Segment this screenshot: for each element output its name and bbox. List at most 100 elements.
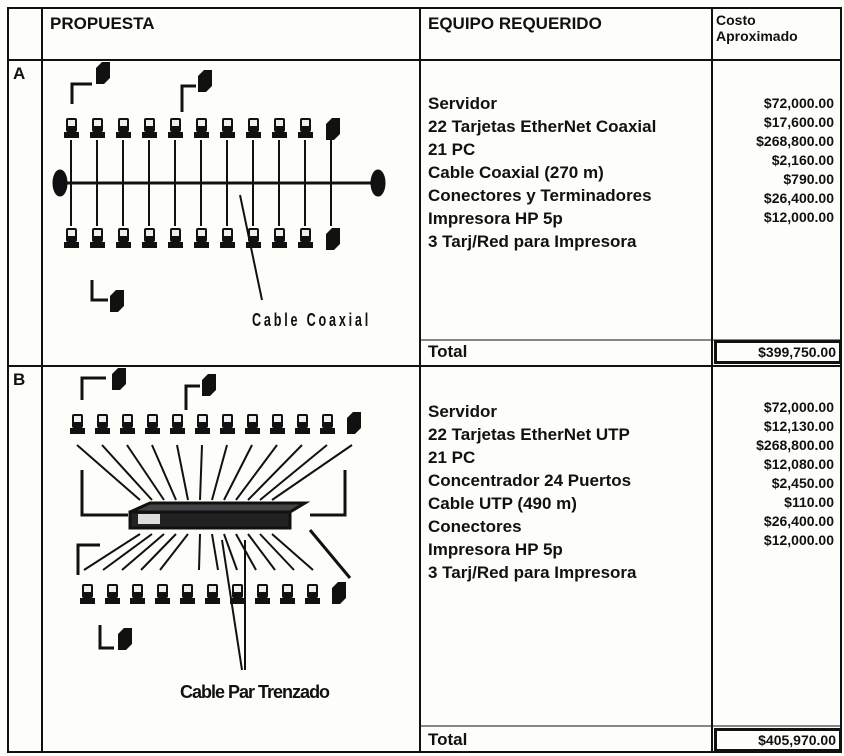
pc-icon	[299, 416, 306, 422]
printer-icon	[110, 290, 124, 312]
utp-line	[76, 444, 141, 501]
cost-list: $72,000.00 $17,600.00 $268,800.00 $2,160.00…	[710, 94, 834, 227]
item: Cable Coaxial (270 m)	[428, 163, 604, 182]
pc-icon	[246, 242, 261, 248]
pc-icon	[274, 416, 281, 422]
utp-line	[235, 444, 278, 501]
utp-line	[126, 444, 165, 501]
pc-icon	[70, 428, 85, 434]
pc-icon	[130, 598, 145, 604]
pc-icon	[124, 416, 131, 422]
pc-icon	[142, 242, 157, 248]
printer-icon	[202, 374, 216, 396]
cost: $26,400.00	[763, 513, 834, 529]
cost: $12,000.00	[763, 209, 834, 225]
cost: $12,080.00	[763, 456, 834, 472]
item: 22 Tarjetas EtherNet Coaxial	[428, 117, 657, 136]
pc-icon	[142, 132, 157, 138]
col-header: EQUIPO REQUERIDO	[428, 14, 602, 33]
pc-icon	[220, 428, 235, 434]
pc-icon	[270, 428, 285, 434]
cost: $26,400.00	[763, 190, 834, 206]
total-label: Total	[428, 342, 468, 361]
printer-icon	[112, 368, 126, 390]
pc-icon	[105, 598, 120, 604]
pc-icon	[220, 242, 235, 248]
utp-line	[223, 444, 253, 501]
pc-icon	[159, 586, 166, 592]
item: Impresora HP 5p	[428, 540, 563, 559]
pc-icon	[174, 416, 181, 422]
printer-icon	[198, 70, 212, 92]
utp-line	[247, 444, 303, 501]
cost-list: $72,000.00 $12,130.00 $268,800.00 $12,080.0…	[710, 398, 834, 550]
pc-icon	[170, 428, 185, 434]
cost: $12,130.00	[763, 418, 834, 434]
utp-line	[259, 444, 328, 501]
pc-icon	[224, 230, 231, 236]
item: 21 PC	[428, 448, 476, 467]
pc-icon	[99, 416, 106, 422]
pc-icon	[64, 132, 79, 138]
item: 3 Tarj/Red para Impresora	[428, 232, 637, 251]
item: Cable UTP (490 m)	[428, 494, 577, 513]
pc-icon	[234, 586, 241, 592]
utp-line	[159, 533, 189, 571]
pc-icon	[284, 586, 291, 592]
pc-icon	[134, 586, 141, 592]
pc-icon	[255, 598, 270, 604]
hub	[128, 501, 311, 671]
coax-bus	[52, 169, 386, 301]
printer-icon	[96, 62, 110, 84]
printer-icon	[118, 628, 132, 650]
pc-icon	[194, 242, 209, 248]
utp-line	[271, 444, 353, 501]
pc-icon	[324, 416, 331, 422]
pc-icon	[250, 230, 257, 236]
pc-icon	[272, 242, 287, 248]
utp-line	[121, 533, 165, 571]
section-label: B	[13, 370, 26, 389]
pc-icon	[120, 230, 127, 236]
pc-icon	[298, 132, 313, 138]
pc-icon	[224, 120, 231, 126]
pc-icon	[184, 586, 191, 592]
utp-line	[151, 444, 177, 501]
item: Conectores	[428, 517, 522, 536]
pc-icon	[205, 598, 220, 604]
pc-icon	[84, 586, 91, 592]
item: Impresora HP 5p	[428, 209, 563, 228]
pc-icon	[295, 428, 310, 434]
utp-line	[223, 533, 238, 571]
cost: $790.00	[783, 171, 834, 187]
pc-icon	[198, 120, 205, 126]
pc-icon	[68, 230, 75, 236]
drop-line	[70, 82, 92, 104]
item: Concentrador 24 Puertos	[428, 471, 632, 490]
drop-line	[80, 470, 128, 517]
pc-icon	[230, 598, 245, 604]
pc-icon	[109, 586, 116, 592]
item: Conectores y Terminadores	[428, 186, 652, 205]
pc-icon	[198, 230, 205, 236]
pc-icon	[116, 242, 131, 248]
pc-icon	[224, 416, 231, 422]
pc-icon	[245, 428, 260, 434]
drop-line	[310, 470, 347, 517]
item: 21 PC	[428, 140, 476, 159]
pc-icon	[276, 120, 283, 126]
pc-icon	[116, 132, 131, 138]
item: Servidor	[428, 94, 497, 113]
total-cost: $405,970.00	[714, 728, 842, 752]
utp-line	[101, 444, 153, 501]
pc-icon	[195, 428, 210, 434]
section-label: A	[13, 64, 26, 83]
utp-line	[211, 533, 219, 571]
printer-icon	[326, 118, 340, 140]
pc-icon	[68, 120, 75, 126]
pc-icon	[120, 120, 127, 126]
total-label: Total	[428, 730, 468, 749]
pc-icon	[94, 120, 101, 126]
drop-line	[76, 543, 100, 575]
